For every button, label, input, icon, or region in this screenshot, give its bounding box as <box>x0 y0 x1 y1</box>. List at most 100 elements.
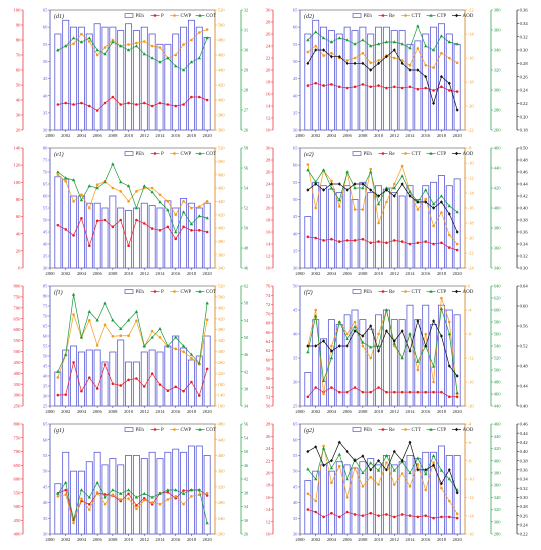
tick-label: 40 <box>293 93 298 98</box>
tick-label: 70 <box>16 53 21 58</box>
legend-item: PEh <box>352 289 372 295</box>
point <box>142 101 146 105</box>
legend-item: COT <box>195 13 216 19</box>
point <box>416 468 420 472</box>
bar <box>335 33 343 131</box>
point <box>330 386 333 389</box>
tick-label: 480 <box>218 422 226 427</box>
point <box>166 208 170 212</box>
point <box>72 103 75 106</box>
tick-label: 480 <box>218 172 226 177</box>
x-axis: 2000 2002 2004 2006 2008 2010 2012 2014 2016 2018… <box>45 130 212 138</box>
tick-label: 300 <box>494 88 502 93</box>
y-axis-left1: 30 35 40 45 50 55 60 65 <box>293 146 301 271</box>
tick-label: 2018 <box>437 409 447 414</box>
point <box>158 200 162 204</box>
tick-label: 2014 <box>155 409 165 414</box>
tick-label: 0.34 <box>520 477 529 482</box>
legend: PEh P CWP COT <box>124 427 216 433</box>
point <box>392 483 396 486</box>
point <box>321 446 326 450</box>
tick-label: 50 <box>244 449 249 454</box>
point <box>400 42 404 46</box>
tick-label: 2010 <box>374 537 384 542</box>
tick-label: 550 <box>14 490 22 495</box>
chart-panel-5: 25 30 35 40 45 50 55 60 65 70 75 80 85 250 300 350 400 45… <box>14 284 249 414</box>
point <box>337 36 341 40</box>
bar <box>367 33 375 131</box>
point <box>205 301 209 305</box>
point <box>440 515 443 519</box>
legend-label: CTT <box>412 14 421 19</box>
tick-label: -10 <box>468 161 475 166</box>
point <box>126 318 131 322</box>
point <box>345 239 349 242</box>
tick-label: 60 <box>43 334 48 339</box>
tick-label: 40 <box>16 231 21 236</box>
point <box>455 491 459 495</box>
point <box>182 389 185 393</box>
point <box>361 390 365 394</box>
bar <box>117 339 125 407</box>
tick-label: 2010 <box>124 133 134 138</box>
tick-label: 31 <box>244 28 249 33</box>
point <box>385 86 388 90</box>
legend-item: Re <box>378 290 395 295</box>
tick-label: 120 <box>14 163 22 168</box>
tick-label: 60 <box>293 163 298 168</box>
point <box>322 444 325 448</box>
bar <box>156 351 164 407</box>
y-axis-right2: 280 300 320 340 360 380 400 420 440 460 <box>490 422 501 537</box>
bar <box>70 470 78 535</box>
tick-label: 220 <box>218 371 226 376</box>
bar <box>54 33 62 131</box>
point <box>56 170 60 174</box>
point <box>408 194 412 198</box>
point <box>337 320 341 324</box>
point <box>142 385 146 388</box>
series-Re <box>306 81 459 93</box>
tick-label: 100 <box>14 180 22 185</box>
bar <box>351 199 359 269</box>
legend-item: CTP <box>426 151 446 157</box>
point <box>447 246 451 249</box>
tick-label: 26 <box>266 170 271 175</box>
legend-label: COT <box>206 428 216 433</box>
tick-label: 2006 <box>93 409 103 414</box>
y-axis-left2: 10 12 14 16 18 20 22 24 26 28 <box>266 422 274 537</box>
point <box>330 179 333 183</box>
tick-label: 440 <box>218 437 226 442</box>
point <box>369 68 373 72</box>
point <box>197 394 201 397</box>
tick-label: 2020 <box>453 133 463 138</box>
point <box>424 74 428 79</box>
point <box>432 463 436 467</box>
tick-label: 50 <box>244 226 249 231</box>
tick-label: 380 <box>218 239 226 244</box>
point <box>182 225 185 229</box>
legend-item: CTP <box>426 289 446 295</box>
point <box>126 488 131 492</box>
point <box>385 200 388 204</box>
tick-label: 30 <box>293 128 298 133</box>
bar <box>312 319 320 407</box>
point <box>127 43 130 46</box>
series-line <box>307 447 458 491</box>
tick-label: 340 <box>494 48 502 53</box>
legend-label: Re <box>389 428 395 433</box>
series-Re <box>306 235 459 252</box>
legend-label: PEh <box>136 14 145 19</box>
tick-label: 420 <box>218 316 226 321</box>
bar <box>375 314 383 407</box>
point <box>345 332 349 336</box>
tick-label: 440 <box>494 166 502 171</box>
tick-label: 300 <box>14 393 22 398</box>
point <box>455 391 459 394</box>
point <box>135 504 138 507</box>
bar <box>359 461 367 535</box>
bar <box>172 33 180 131</box>
point <box>87 309 91 313</box>
tick-label: 58 <box>244 301 249 306</box>
tick-label: 360 <box>218 128 226 133</box>
legend-item: CWP <box>170 428 192 433</box>
